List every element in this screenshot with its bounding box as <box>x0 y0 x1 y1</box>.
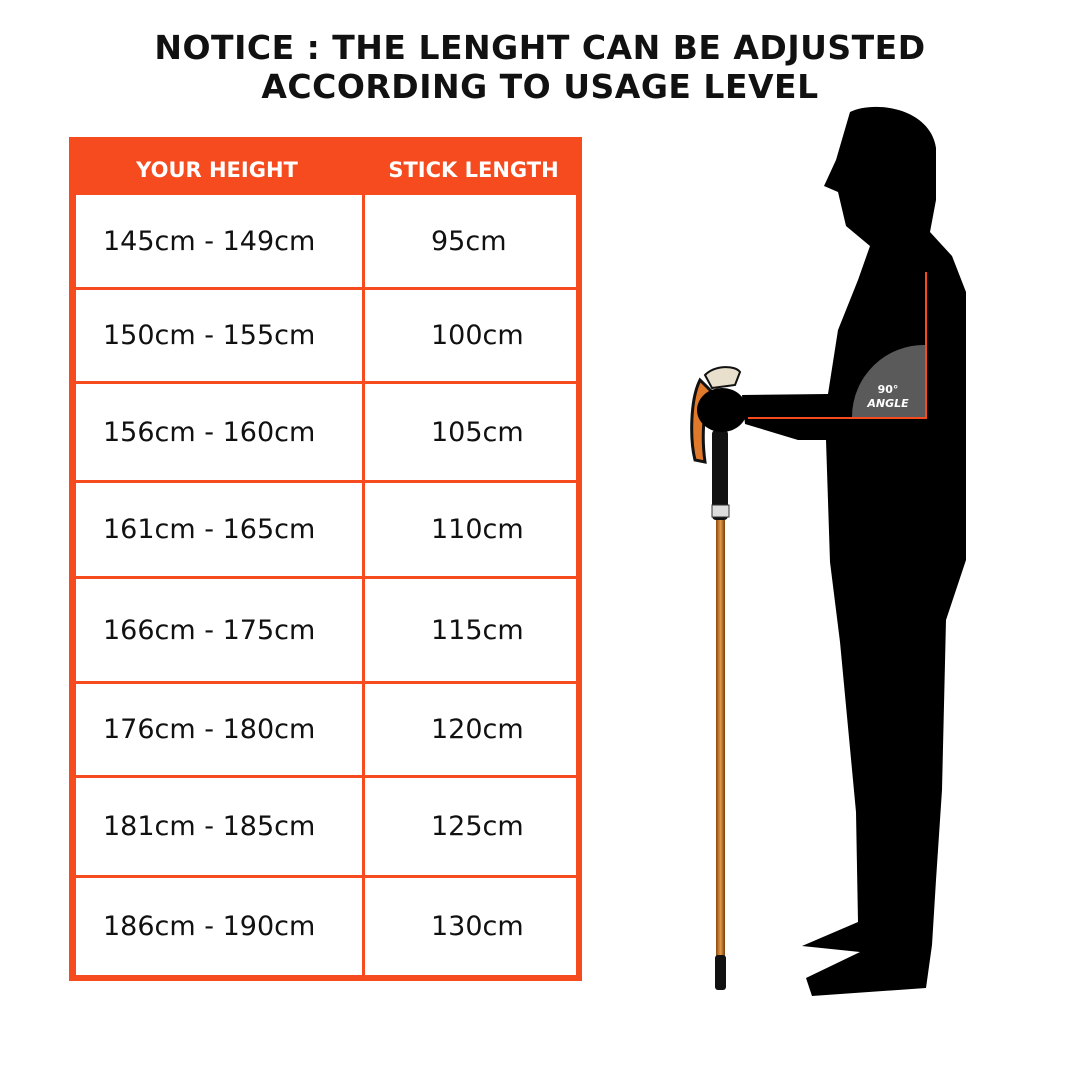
person-silhouette <box>742 106 966 997</box>
height-range-cell: 181cm - 185cm <box>76 778 362 875</box>
angle-arc <box>852 344 926 417</box>
stick-length-cell: 95cm <box>365 195 576 287</box>
height-range-cell: 161cm - 165cm <box>76 483 362 576</box>
height-range-cell: 186cm - 190cm <box>76 878 362 975</box>
notice-heading: NOTICE : THE LENGHT CAN BE ADJUSTED ACCO… <box>0 28 1080 106</box>
height-range-cell: 156cm - 160cm <box>76 384 362 480</box>
header-stick-length: STICK LENGTH <box>388 158 559 182</box>
height-range-cell: 166cm - 175cm <box>76 579 362 681</box>
stick-length-cell: 100cm <box>365 290 576 381</box>
notice-line-1: NOTICE : THE LENGHT CAN BE ADJUSTED <box>154 28 926 67</box>
stick-length-cell: 115cm <box>365 579 576 681</box>
height-range-cell: 176cm - 180cm <box>76 684 362 775</box>
stick-length-cell: 120cm <box>365 684 576 775</box>
size-table: YOUR HEIGHT STICK LENGTH 145cm - 149cm 95… <box>69 137 582 981</box>
height-range-cell: 145cm - 149cm <box>76 195 362 287</box>
trekking-pole <box>690 366 747 990</box>
stick-length-cell: 110cm <box>365 483 576 576</box>
notice-line-2: ACCORDING TO USAGE LEVEL <box>261 67 819 106</box>
header-your-height: YOUR HEIGHT <box>136 158 298 182</box>
height-range-cell: 150cm - 155cm <box>76 290 362 381</box>
stick-length-cell: 125cm <box>365 778 576 875</box>
stick-length-cell: 130cm <box>365 878 576 975</box>
angle-value: 90° <box>878 383 899 396</box>
stick-length-cell: 105cm <box>365 384 576 480</box>
angle-label: ANGLE <box>866 397 909 410</box>
